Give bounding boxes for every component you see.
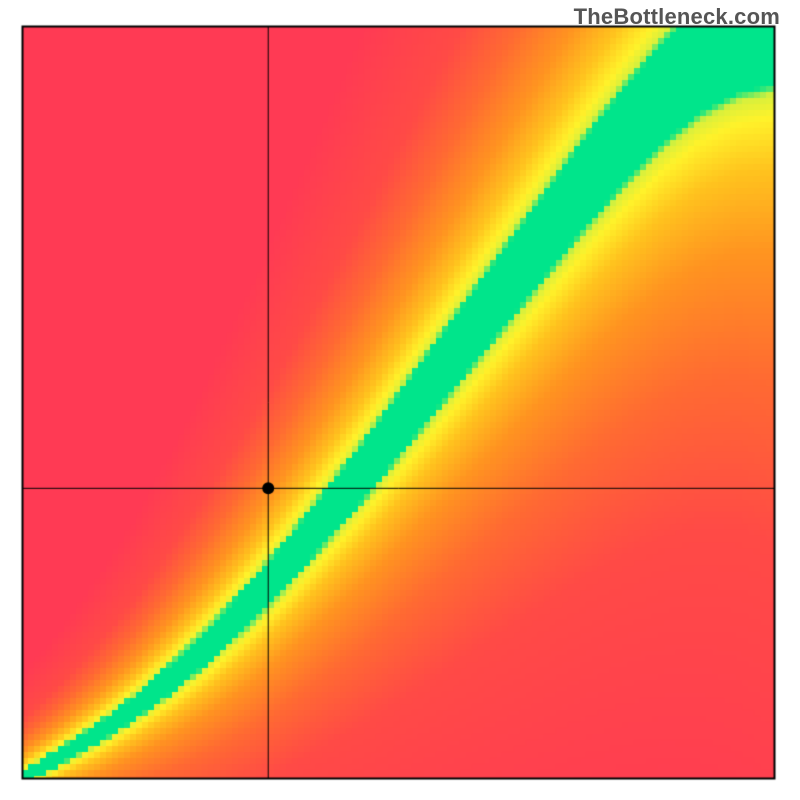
- bottleneck-heatmap: [0, 0, 800, 800]
- watermark-text: TheBottleneck.com: [574, 4, 780, 30]
- chart-container: TheBottleneck.com: [0, 0, 800, 800]
